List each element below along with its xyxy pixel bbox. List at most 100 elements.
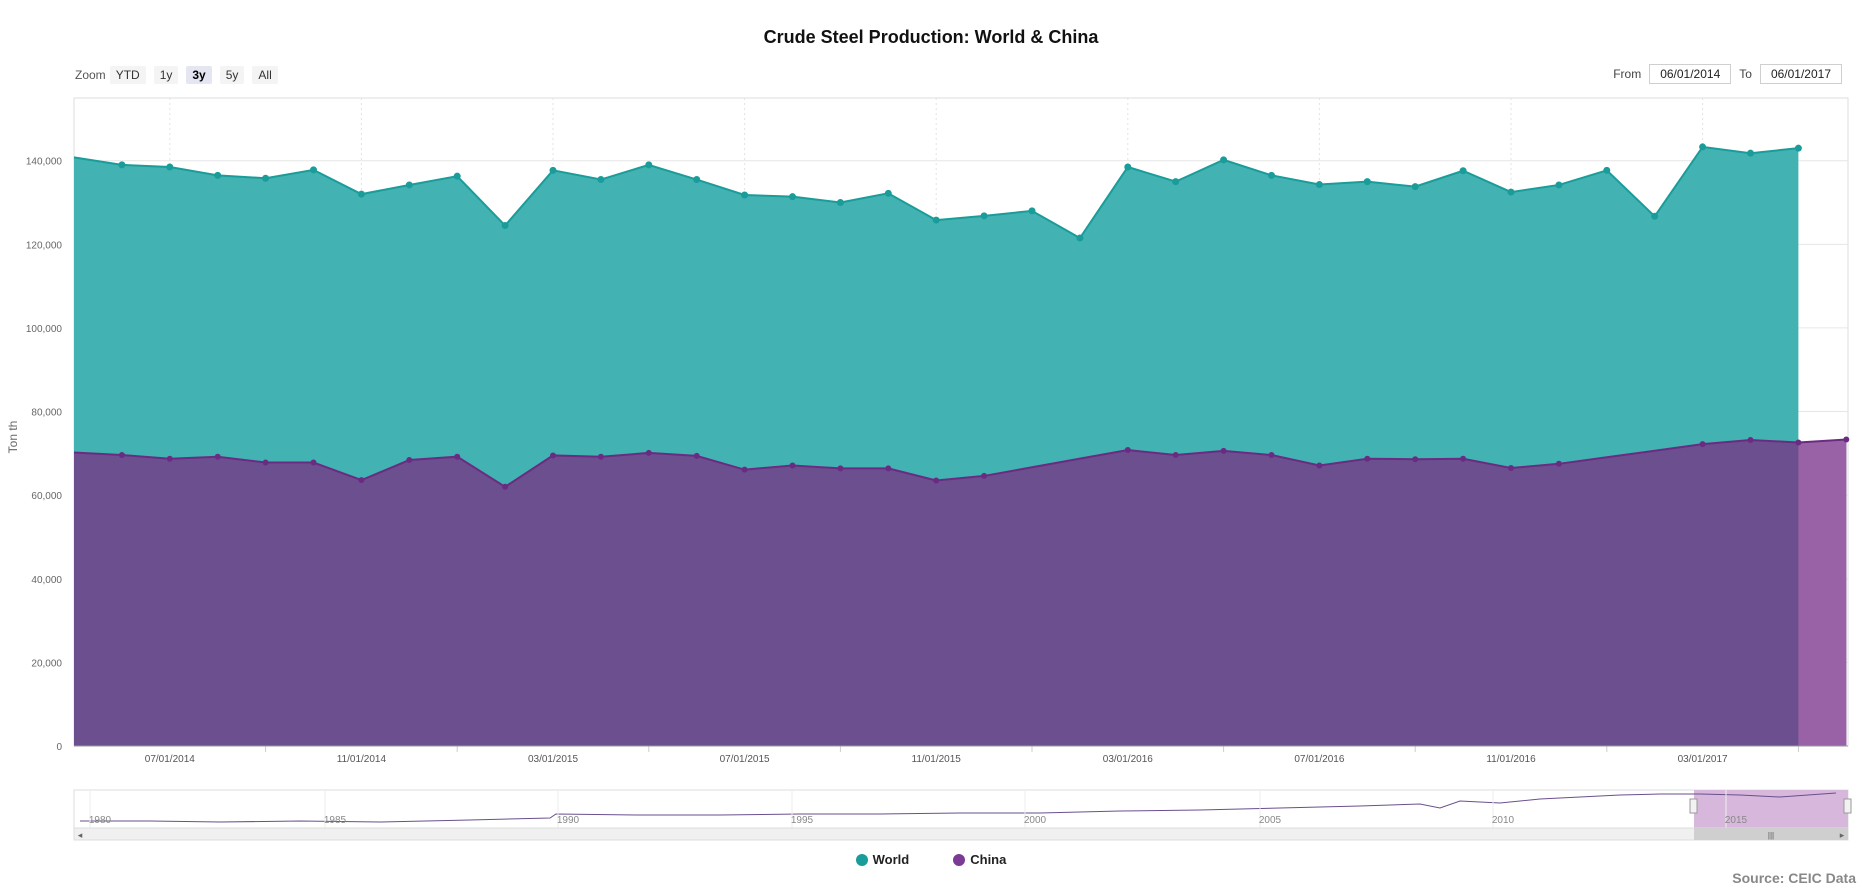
world-point xyxy=(1363,178,1371,186)
china-point xyxy=(1268,452,1275,459)
world-point xyxy=(1315,181,1323,189)
china-point xyxy=(789,462,796,469)
china-point xyxy=(1316,462,1323,469)
navigator-label: 1995 xyxy=(791,815,814,826)
world-point xyxy=(980,212,988,220)
y-tick-label: 40,000 xyxy=(31,575,62,586)
china-point xyxy=(358,477,365,484)
world-point xyxy=(1220,156,1228,164)
y-tick-label: 20,000 xyxy=(31,658,62,669)
world-point xyxy=(789,193,796,201)
world-point xyxy=(1794,144,1802,152)
china-point xyxy=(214,453,221,460)
navigator-handle xyxy=(1689,798,1698,814)
y-tick-label: 80,000 xyxy=(31,408,62,419)
world-point xyxy=(1268,171,1275,179)
world-marker-icon xyxy=(855,853,868,866)
world-point xyxy=(1076,234,1084,242)
china-point xyxy=(1220,447,1227,454)
x-tick-label: 11/01/2014 xyxy=(337,754,387,765)
from-date-input[interactable]: 06/01/2014 xyxy=(1649,64,1732,84)
world-point xyxy=(741,191,749,199)
china-point xyxy=(406,457,413,464)
china-point xyxy=(1460,455,1467,462)
zoom-1y-button[interactable]: 1y xyxy=(153,66,179,84)
legend-label-china: China xyxy=(970,852,1007,867)
chart-title: Crude Steel Production: World & China xyxy=(763,27,1099,47)
china-point xyxy=(1124,447,1131,454)
world-point xyxy=(884,189,892,197)
china-point xyxy=(1747,436,1754,443)
navigator-label: 1990 xyxy=(557,815,580,826)
legend: World China xyxy=(0,852,1862,867)
y-tick-label: 120,000 xyxy=(26,240,63,251)
world-point xyxy=(166,163,174,171)
china-point xyxy=(1364,455,1371,462)
navigator-label: 2010 xyxy=(1492,815,1515,826)
from-label: From xyxy=(1613,67,1642,81)
x-tick-label: 03/01/2017 xyxy=(1678,754,1728,765)
china-point xyxy=(550,452,556,459)
zoom-5y-button[interactable]: 5y xyxy=(219,66,245,84)
china-point xyxy=(693,452,700,459)
world-point xyxy=(453,172,461,180)
series-areas xyxy=(73,145,1847,746)
china-point xyxy=(1508,464,1514,471)
navigator-line xyxy=(80,792,1837,823)
china-point xyxy=(837,465,844,472)
world-point xyxy=(501,222,509,230)
legend-item-china[interactable]: China xyxy=(953,852,1006,867)
navigator-selection xyxy=(1694,790,1848,828)
china-point xyxy=(645,449,652,456)
china-point xyxy=(502,483,509,490)
y-tick-label: 100,000 xyxy=(26,324,63,335)
zoom-ytd-button[interactable]: YTD xyxy=(109,66,146,84)
zoom-all-button[interactable]: All xyxy=(252,66,278,84)
world-point xyxy=(1747,149,1754,157)
china-area xyxy=(74,439,1847,746)
scroll-left-arrow-icon: ◂ xyxy=(78,830,83,840)
x-tick-label: 03/01/2015 xyxy=(528,754,578,765)
navigator-label: 2000 xyxy=(1024,815,1047,826)
y-tick-label: 0 xyxy=(56,742,62,753)
x-tick-label: 07/01/2014 xyxy=(145,754,195,765)
china-point xyxy=(1843,436,1850,443)
world-point xyxy=(405,181,413,189)
world-point xyxy=(836,199,844,207)
navigator: 1980 1985 1990 1995 2000 2005 2010 2015 ◂ ▸ ||| xyxy=(73,789,1852,841)
x-tick-label: 07/01/2015 xyxy=(720,754,770,765)
world-point xyxy=(1028,207,1036,215)
world-point xyxy=(1124,163,1132,171)
zoom-label: Zoom xyxy=(75,68,106,82)
china-point xyxy=(454,453,461,460)
date-range: From 06/01/2014 To 06/01/2017 xyxy=(1613,64,1850,84)
china-point xyxy=(741,466,748,473)
scroll-right-arrow-icon: ▸ xyxy=(1840,830,1845,840)
china-area-extension xyxy=(1798,439,1847,746)
china-line xyxy=(73,438,1847,488)
x-tick-label: 11/01/2015 xyxy=(912,754,962,765)
legend-item-world[interactable]: World xyxy=(855,852,909,867)
scrollbar-grip-icon: ||| xyxy=(1768,831,1774,840)
china-point xyxy=(1699,441,1706,448)
world-point xyxy=(357,190,365,198)
world-point xyxy=(1699,143,1707,151)
china-point xyxy=(885,465,892,472)
china-point xyxy=(1172,452,1179,459)
china-point xyxy=(981,472,988,479)
world-point xyxy=(549,166,557,174)
china-point xyxy=(933,477,940,484)
x-tick-label: 11/01/2016 xyxy=(1486,754,1536,765)
navigator-label: 1980 xyxy=(89,815,112,826)
world-point xyxy=(645,161,653,169)
world-point xyxy=(1459,167,1467,175)
navigator-handle xyxy=(1843,798,1852,814)
world-point xyxy=(262,174,270,182)
source-credit: Source: CEIC Data xyxy=(1732,870,1856,886)
zoom-3y-button[interactable]: 3y xyxy=(186,66,212,84)
china-point xyxy=(597,453,604,460)
to-date-input[interactable]: 06/01/2017 xyxy=(1759,64,1842,84)
china-point xyxy=(262,459,269,466)
china-point xyxy=(118,452,125,459)
world-point xyxy=(932,216,940,224)
